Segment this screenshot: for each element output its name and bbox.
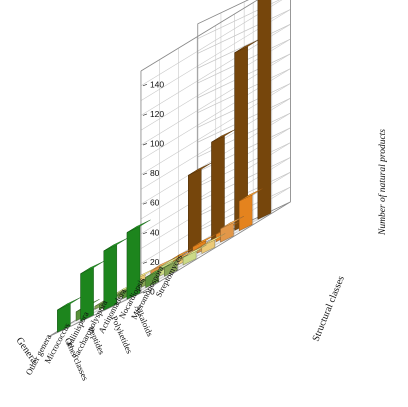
z-tick-label: 0 xyxy=(150,287,155,297)
y-axis-title: Structural classes xyxy=(311,274,347,343)
z-tick-label: 60 xyxy=(150,198,160,208)
bar xyxy=(220,216,245,243)
bar xyxy=(238,188,263,232)
bar xyxy=(57,297,81,333)
z-tick-label: 40 xyxy=(150,227,160,237)
bar xyxy=(188,162,212,253)
z-tick-label: 140 xyxy=(150,79,164,89)
labels: Number of natural products Genera Struct… xyxy=(14,79,388,382)
bar xyxy=(201,233,226,254)
z-axis-title: Number of natural products xyxy=(377,129,388,236)
z-tick-label: 20 xyxy=(150,257,160,267)
bar xyxy=(80,261,105,322)
bar xyxy=(257,0,272,220)
z-tick-label: 80 xyxy=(150,168,160,178)
bar xyxy=(164,254,188,277)
class-label: Polyketides xyxy=(109,314,135,355)
z-tick-label: 100 xyxy=(150,139,164,149)
z-tick-label: 120 xyxy=(150,109,164,119)
bar xyxy=(145,264,170,289)
bar xyxy=(103,238,128,311)
bars xyxy=(57,0,272,333)
bar xyxy=(126,219,151,300)
